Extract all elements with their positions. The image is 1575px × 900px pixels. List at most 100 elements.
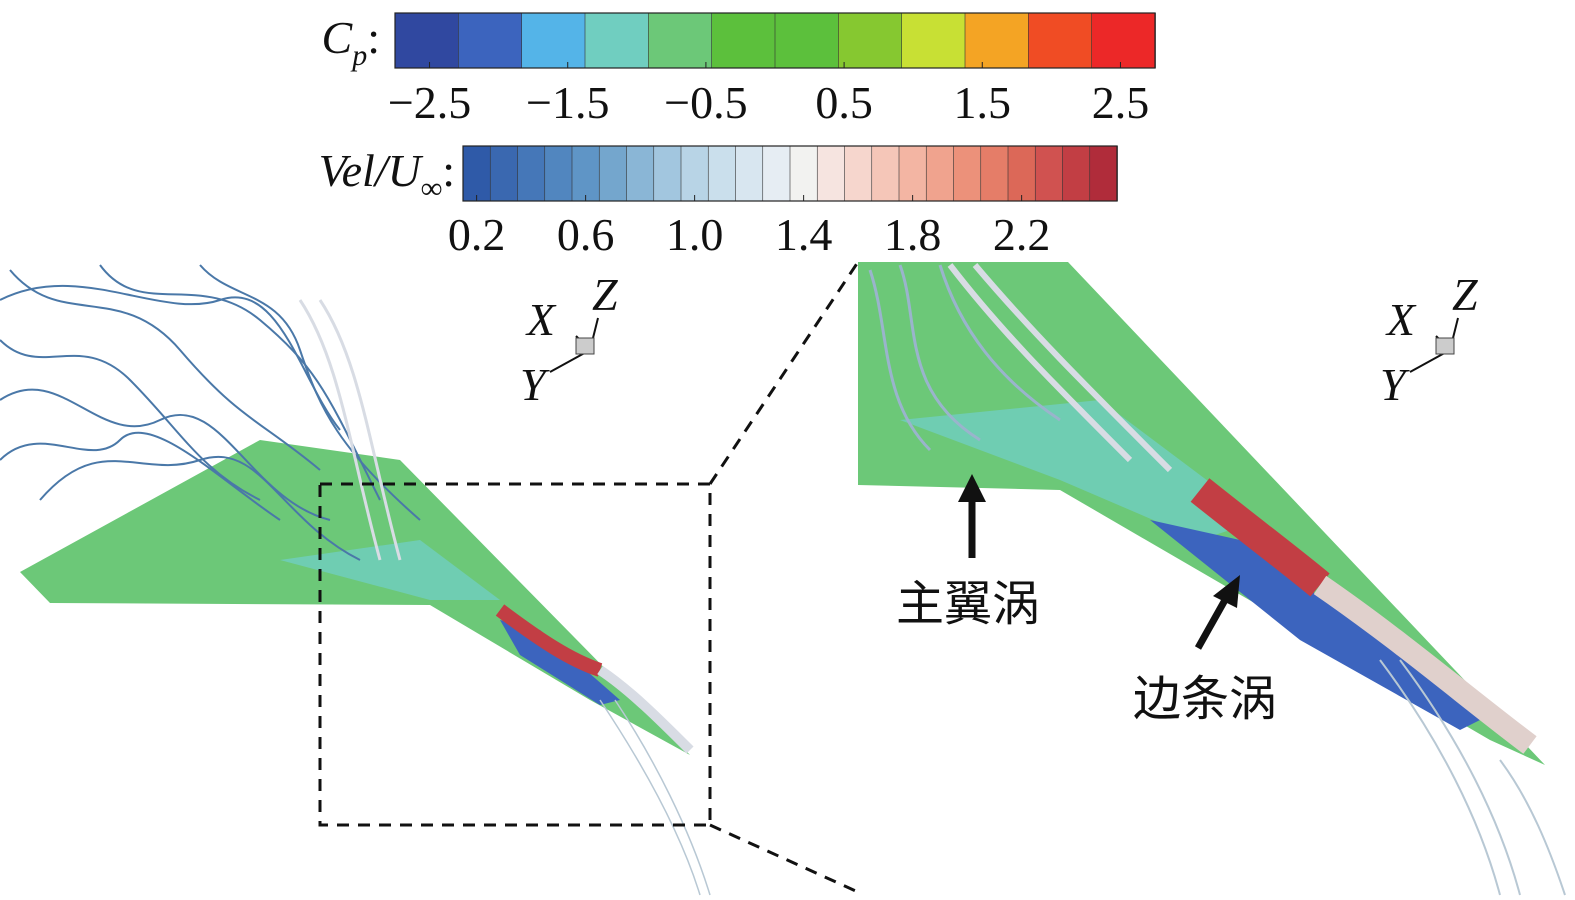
colorbar-label: Cp: xyxy=(322,12,380,72)
tick-label: 2.2 xyxy=(993,209,1051,260)
colorbar-label: Vel/U∞: xyxy=(319,145,455,205)
tick-label: −2.5 xyxy=(388,77,471,128)
streamline xyxy=(9,269,321,471)
colorbar-segment xyxy=(1062,145,1091,202)
colorbar-segment xyxy=(925,145,955,202)
streamlines xyxy=(868,264,1061,452)
colorbar-segment xyxy=(626,145,655,202)
streamline xyxy=(1399,659,1521,896)
vortex-core xyxy=(947,263,1173,473)
streamline xyxy=(0,431,281,521)
colorbar-frame xyxy=(462,145,1118,202)
axis-triads: X ZYX ZY xyxy=(520,269,1478,410)
axis-cube xyxy=(1435,337,1455,355)
zoom-line xyxy=(708,261,860,485)
axis-label: Z xyxy=(1452,269,1478,320)
colorbar-segment xyxy=(816,145,846,202)
colorbar-segment xyxy=(707,145,737,202)
colorbar-segment xyxy=(844,145,873,202)
colorbar-segment xyxy=(648,12,713,69)
axis-label: X xyxy=(525,294,557,345)
right-view xyxy=(858,262,1566,896)
colorbar-segment xyxy=(598,145,628,202)
streamline xyxy=(0,284,341,431)
colorbar-segment xyxy=(521,12,586,69)
streamline xyxy=(972,263,1173,473)
annotation: 边条涡 xyxy=(1133,671,1277,727)
colorbar-segment xyxy=(680,145,710,202)
colorbar-segment xyxy=(898,145,928,202)
streamline xyxy=(99,264,381,501)
arrow-head xyxy=(958,474,986,502)
colorbar-frame xyxy=(394,12,1156,69)
arrow-head xyxy=(1213,575,1240,608)
tick-label: 2.5 xyxy=(1092,77,1150,128)
arrow-shaft xyxy=(1194,598,1229,650)
label-main: Vel/U xyxy=(319,145,424,196)
axis-label: Y xyxy=(1380,359,1410,410)
vortex-core-red xyxy=(1190,478,1330,597)
streamline xyxy=(1499,759,1566,896)
low-pressure-region xyxy=(500,620,620,705)
streamline xyxy=(318,299,402,561)
colorbar-segment xyxy=(838,12,903,69)
colorbar-segment xyxy=(789,145,819,202)
vortex-core xyxy=(298,299,402,561)
colorbar-segment xyxy=(774,12,840,69)
streamline xyxy=(947,263,1133,463)
label-main: C xyxy=(322,12,354,63)
streamlines xyxy=(0,264,421,561)
label-suffix: : xyxy=(442,145,455,196)
label-suffix: : xyxy=(367,12,380,63)
suction-region xyxy=(280,540,500,600)
tick-label: 1.8 xyxy=(884,209,942,260)
streamline xyxy=(938,264,1061,422)
colorbar-segment xyxy=(735,145,764,202)
streamline xyxy=(298,299,382,561)
streamline xyxy=(39,455,361,561)
axis-label: X xyxy=(1385,294,1417,345)
colorbar-segment xyxy=(462,145,492,202)
label-sub: p xyxy=(350,39,367,72)
left-view xyxy=(0,261,860,896)
wing-surface xyxy=(20,440,690,755)
streamline xyxy=(0,339,261,501)
colorbar-segment xyxy=(1007,145,1037,202)
colorbar-segment xyxy=(901,12,966,69)
axis-label: Y xyxy=(520,359,550,410)
colorbar-segment xyxy=(517,145,546,202)
colorbar-segment xyxy=(762,145,791,202)
wake-lines xyxy=(599,699,711,896)
wake-lines xyxy=(1379,659,1566,896)
tick-label: −1.5 xyxy=(526,77,609,128)
colorbar-segment xyxy=(544,145,573,202)
colorbar-segment xyxy=(1034,145,1064,202)
tick-label: 1.4 xyxy=(775,209,833,260)
colorbar-segment xyxy=(711,12,776,69)
label-sub: ∞ xyxy=(421,172,442,205)
zoom-line xyxy=(709,823,859,894)
tick-label: 0.6 xyxy=(557,209,615,260)
axis-label: Z xyxy=(592,269,618,320)
colorbar-segment xyxy=(1089,145,1118,202)
colorbar-segment xyxy=(871,145,900,202)
colorbar-segment xyxy=(571,145,601,202)
axis-cube xyxy=(575,337,595,355)
tick-label: 0.5 xyxy=(815,77,873,128)
streamline xyxy=(1379,659,1501,896)
low-pressure-region xyxy=(1150,520,1480,730)
colorbar-segment xyxy=(584,12,650,69)
tick-label: −0.5 xyxy=(664,77,747,128)
colorbar-segment xyxy=(653,145,682,202)
annotation: 主翼涡 xyxy=(896,576,1040,632)
streamline xyxy=(868,269,932,452)
zoom-box xyxy=(318,482,712,827)
streamline xyxy=(898,264,981,442)
streamline xyxy=(614,699,711,896)
colorbar-segment xyxy=(953,145,982,202)
colorbar-segment xyxy=(1028,12,1093,69)
colorbar-segment xyxy=(394,12,460,69)
tick-label: 1.5 xyxy=(954,77,1012,128)
